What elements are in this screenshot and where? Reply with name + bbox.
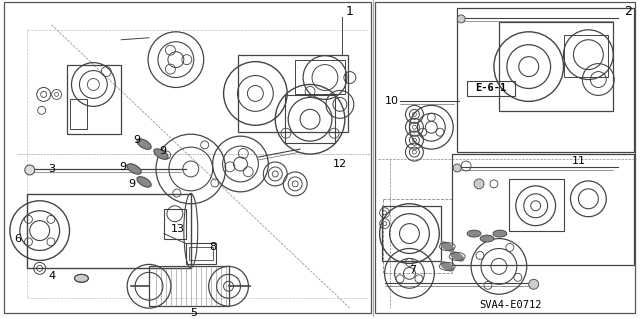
Ellipse shape	[137, 139, 151, 149]
Ellipse shape	[440, 241, 454, 252]
Bar	[189, 247, 212, 260]
Circle shape	[457, 15, 465, 23]
Text: 12: 12	[333, 159, 347, 169]
Bar	[383, 199, 452, 273]
Text: 1: 1	[346, 5, 354, 19]
Text: 3: 3	[48, 164, 55, 174]
Text: 6: 6	[14, 234, 21, 243]
Bar	[67, 65, 121, 134]
Ellipse shape	[74, 274, 88, 282]
Bar	[295, 60, 345, 94]
Text: 13: 13	[171, 224, 185, 234]
Text: 2: 2	[624, 5, 632, 19]
Ellipse shape	[450, 251, 465, 262]
Bar	[509, 179, 564, 231]
Text: E-6-1: E-6-1	[476, 84, 507, 93]
Bar	[499, 22, 613, 111]
Bar	[457, 8, 634, 152]
Bar	[70, 100, 88, 129]
Bar	[467, 80, 515, 96]
Text: 9: 9	[120, 162, 127, 172]
Bar	[164, 209, 186, 239]
Circle shape	[529, 279, 539, 289]
Text: 9: 9	[159, 146, 166, 156]
Ellipse shape	[467, 230, 481, 237]
Circle shape	[25, 165, 35, 175]
Circle shape	[453, 164, 461, 172]
Bar	[239, 55, 348, 132]
Bar	[149, 266, 228, 306]
Text: SVA4-E0712: SVA4-E0712	[479, 300, 542, 310]
Text: 4: 4	[48, 271, 55, 281]
Text: 7: 7	[409, 265, 416, 275]
Ellipse shape	[137, 177, 151, 187]
Text: 9: 9	[129, 179, 136, 189]
Bar	[285, 95, 335, 143]
Bar	[564, 35, 608, 77]
Ellipse shape	[480, 235, 494, 242]
Bar	[27, 194, 191, 268]
Circle shape	[474, 179, 484, 189]
Text: 10: 10	[385, 96, 399, 106]
Bar	[381, 206, 441, 261]
Bar	[452, 154, 634, 265]
Ellipse shape	[440, 261, 454, 272]
Text: 5: 5	[190, 308, 197, 318]
Text: 9: 9	[134, 135, 141, 145]
Text: 8: 8	[209, 241, 216, 251]
Ellipse shape	[127, 164, 141, 174]
Text: 11: 11	[572, 156, 586, 166]
Bar	[186, 242, 216, 264]
Bar	[374, 2, 635, 313]
Ellipse shape	[154, 149, 168, 159]
Bar	[4, 2, 371, 313]
Ellipse shape	[493, 230, 507, 237]
